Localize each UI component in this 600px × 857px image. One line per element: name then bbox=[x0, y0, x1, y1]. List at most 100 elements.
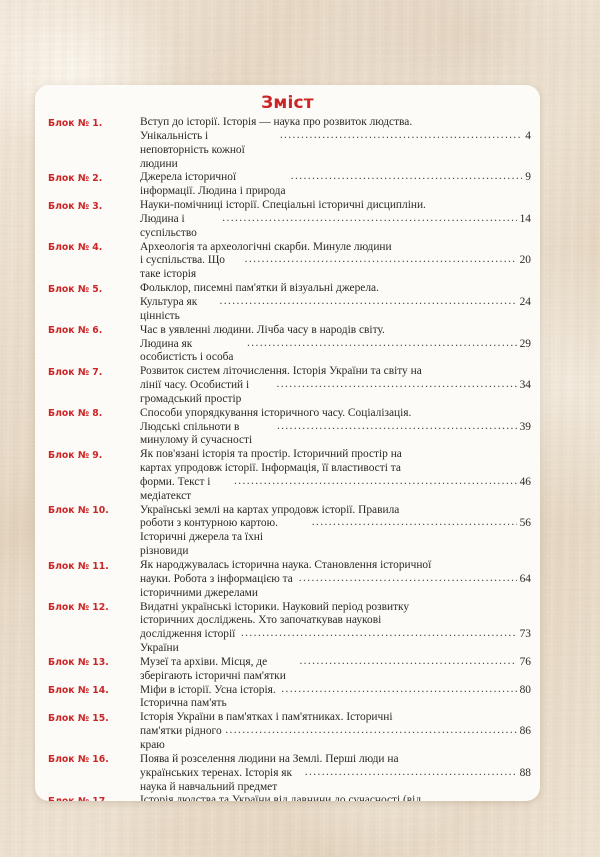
block-label: Блок № 4. bbox=[48, 242, 103, 254]
block-label: Блок № 13. bbox=[48, 657, 109, 669]
block-label: Блок № 8. bbox=[48, 408, 103, 420]
toc-entry[interactable]: Блок № 2. Джерела історичної інформації. … bbox=[48, 170, 531, 199]
entry-line: Українські землі на картах упродовж істо… bbox=[140, 503, 400, 516]
page-number: 4 bbox=[525, 129, 531, 142]
toc-entry[interactable]: Блок № 5. Фольклор, писемні пам'ятки й ві… bbox=[48, 282, 531, 324]
entry-last-line: і суспільства. Що таке історія..........… bbox=[140, 253, 531, 282]
entry-last-line: Людські спільноти в минулому й сучасност… bbox=[140, 419, 531, 449]
dot-leader: ........................................… bbox=[299, 654, 517, 667]
toc-entry[interactable]: Блок № 1. Вступ до історії. Історія — нау… bbox=[48, 116, 531, 171]
entry-line: Вступ до історії. Історія — наука про ро… bbox=[140, 116, 413, 128]
entry-title-text: форми. Текст і медіатекст bbox=[140, 475, 211, 502]
dot-leader: ........................................… bbox=[279, 128, 522, 141]
entry-title-text: Культура як цінність bbox=[140, 295, 198, 322]
entry-last-line: Унікальність і неповторність кожної люди… bbox=[140, 128, 531, 172]
entry-body: Джерела історичної інформації. Людина і … bbox=[140, 170, 531, 199]
block-label: Блок № 5. bbox=[48, 283, 103, 295]
block-label: Блок № 16. bbox=[48, 754, 109, 766]
entry-line: Історія України в пам'ятках і пам'ятника… bbox=[140, 711, 393, 724]
page-number: 46 bbox=[519, 475, 531, 488]
dot-leader: ........................................… bbox=[298, 571, 517, 584]
toc-entry[interactable]: Блок № 14. Міфи в історії. Усна історія. … bbox=[48, 682, 531, 712]
block-label: Блок № 7. bbox=[48, 366, 103, 378]
entry-title-text: науки. Робота з інформацією та історични… bbox=[140, 572, 293, 599]
block-label: Блок № 14. bbox=[48, 685, 109, 697]
toc-entry[interactable]: Блок № 6. Час в уявленні людини. Лічба ча… bbox=[48, 324, 531, 366]
entry-last-line: дослідження історії України.............… bbox=[140, 627, 531, 656]
toc-entry[interactable]: Блок № 8. Способи упорядкування історично… bbox=[48, 407, 531, 449]
entry-body: Науки-помічниці історії. Спеціальні істо… bbox=[140, 199, 531, 241]
dot-leader: ........................................… bbox=[240, 627, 517, 640]
toc-entry[interactable]: Блок № 12. Видатні українські історики. Н… bbox=[48, 601, 531, 656]
block-label: Блок № 6. bbox=[48, 325, 103, 337]
block-label: Блок № 3. bbox=[48, 200, 103, 212]
toc-entry[interactable]: Блок № 10. Українські землі на картах упр… bbox=[48, 504, 531, 559]
page-number: 14 bbox=[519, 212, 531, 225]
entry-last-line: Міфи в історії. Усна історія. Історична … bbox=[140, 682, 531, 712]
entry-title-text: лінії часу. Особистий і громадський прос… bbox=[140, 379, 250, 405]
block-label: Блок № 1. bbox=[48, 117, 103, 129]
toc-entry[interactable]: Блок № 3. Науки-помічниці історії. Спеціа… bbox=[48, 199, 531, 241]
page-number: 24 bbox=[519, 295, 531, 308]
dot-leader: ........................................… bbox=[290, 170, 523, 183]
entry-title-text: Людина і суспільство bbox=[140, 212, 197, 239]
page-number: 73 bbox=[519, 628, 531, 641]
table-of-contents-list: Блок № 1. Вступ до історії. Історія — нау… bbox=[35, 116, 540, 801]
entry-title-text: Людські спільноти в минулому й сучасност… bbox=[140, 420, 253, 447]
dot-leader: ........................................… bbox=[311, 516, 517, 529]
toc-entry[interactable]: Блок № 9. Як пов'язані історія та простір… bbox=[48, 448, 531, 503]
toc-entry[interactable]: Блок № 16. Поява й розселення людини на З… bbox=[48, 753, 531, 795]
entry-line: Історія людства та України від давнини д… bbox=[140, 794, 422, 801]
page-number: 34 bbox=[519, 379, 531, 392]
entry-body: Музеї та архіви. Місця, де зберігають іс… bbox=[140, 654, 531, 684]
entry-line: Науки-помічниці історії. Спеціальні істо… bbox=[140, 199, 426, 212]
entry-body: Способи упорядкування історичного часу. … bbox=[140, 407, 531, 449]
block-label: Блок № 12. bbox=[48, 602, 109, 614]
page-number: 76 bbox=[519, 655, 531, 668]
dot-leader: ........................................… bbox=[281, 682, 516, 695]
entry-last-line: Людина як особистість і особа...........… bbox=[140, 337, 531, 366]
entry-body: Вступ до історії. Історія — наука про ро… bbox=[140, 116, 531, 171]
page-number: 20 bbox=[519, 254, 531, 267]
entry-last-line: українських теренах. Історія як наука й … bbox=[140, 766, 531, 795]
entry-title-text: Музеї та архіви. Місця, де зберігають іс… bbox=[140, 655, 286, 682]
toc-entry[interactable]: Блок № 11. Як народжувалась історична нау… bbox=[48, 559, 531, 601]
entry-last-line: роботи з контурною картою. Історичні дже… bbox=[140, 516, 531, 559]
entry-title-text: Людина як особистість і особа bbox=[140, 337, 234, 364]
entry-body: Археологія та археологічні скарби. Минул… bbox=[140, 241, 531, 283]
toc-entry[interactable]: Блок № 13. Музеї та архіви. Місця, де збе… bbox=[48, 654, 531, 684]
entry-line: картах упродовж історії. Інформація, її … bbox=[140, 462, 401, 475]
entry-title-text: роботи з контурною картою. Історичні дже… bbox=[140, 517, 278, 558]
dot-leader: ........................................… bbox=[219, 294, 517, 307]
entry-line: Фольклор, писемні пам'ятки й візуальні д… bbox=[140, 282, 379, 295]
toc-entry[interactable]: Блок № 7. Розвиток систем літочислення. І… bbox=[48, 365, 531, 407]
entry-title-text: Джерела історичної інформації. Людина і … bbox=[140, 171, 286, 198]
entry-title-text: пам'ятки рідного краю bbox=[140, 725, 222, 751]
toc-entry[interactable]: Блок № 15. Історія України в пам'ятках і … bbox=[48, 711, 531, 753]
entry-body: Історія України в пам'ятках і пам'ятника… bbox=[140, 711, 531, 753]
table-of-contents-card: Зміст Блок № 1. Вступ до історії. Історія… bbox=[35, 85, 540, 801]
entry-line: Поява й розселення людини на Землі. Перш… bbox=[140, 752, 399, 765]
entry-body: Розвиток систем літочислення. Історія Ук… bbox=[140, 365, 531, 407]
block-label: Блок № 15. bbox=[48, 712, 109, 724]
dot-leader: ........................................… bbox=[276, 419, 517, 432]
toc-entry[interactable]: Блок № 4. Археологія та археологічні скар… bbox=[48, 241, 531, 283]
entry-title-text: дослідження історії України bbox=[140, 628, 236, 655]
entry-body: Видатні українські історики. Науковий пе… bbox=[140, 601, 531, 656]
page-number: 86 bbox=[519, 725, 531, 738]
entry-last-line: пам'ятки рідного краю...................… bbox=[140, 724, 531, 753]
page-title: Зміст bbox=[261, 93, 314, 113]
block-label: Блок № 11. bbox=[48, 560, 109, 572]
entry-line: Видатні українські історики. Науковий пе… bbox=[140, 600, 410, 613]
entry-body: Фольклор, писемні пам'ятки й візуальні д… bbox=[140, 282, 531, 324]
block-label: Блок № 2. bbox=[48, 172, 103, 184]
entry-last-line: науки. Робота з інформацією та історични… bbox=[140, 571, 531, 601]
toc-entry[interactable]: Блок № 17.Історія людства та України від… bbox=[48, 794, 531, 801]
page-number: 64 bbox=[519, 572, 531, 585]
entry-last-line: Музеї та архіви. Місця, де зберігають іс… bbox=[140, 654, 531, 684]
entry-line: історичних досліджень. Хто започаткував … bbox=[140, 614, 382, 627]
block-label: Блок № 17. bbox=[48, 794, 140, 801]
page-number: 80 bbox=[519, 683, 531, 696]
entry-title-text: Унікальність і неповторність кожної люди… bbox=[140, 129, 245, 170]
entry-title-text: і суспільства. Що таке історія bbox=[140, 254, 226, 281]
